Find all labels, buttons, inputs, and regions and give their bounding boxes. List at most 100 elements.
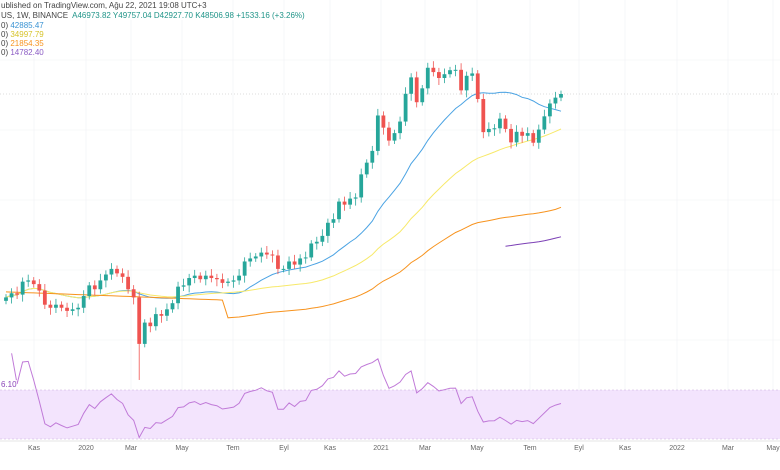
candle-body <box>303 257 308 259</box>
time-axis-label: 2022 <box>669 445 685 452</box>
candle-body <box>359 174 364 198</box>
time-axis-label: Kas <box>27 445 41 452</box>
candle-body <box>59 304 64 308</box>
time-axis-label: Mar <box>418 445 432 452</box>
time-axis-label: May <box>470 445 484 452</box>
ma200-legend: 0) 14782.40 <box>1 48 44 57</box>
candle-body <box>281 268 286 270</box>
candle-body <box>153 314 158 327</box>
candle-body <box>81 296 86 308</box>
time-axis-label: Kas <box>323 445 337 452</box>
candle-body <box>142 322 147 344</box>
time-axis-label: 2020 <box>78 445 94 452</box>
candle-body <box>403 93 408 122</box>
candle-body <box>192 275 197 279</box>
candle-body <box>9 293 14 298</box>
candle-body <box>503 118 508 129</box>
candle-body <box>37 284 42 291</box>
time-axis-label: Tem <box>226 445 240 452</box>
candle-body <box>165 309 169 316</box>
candle-body <box>15 293 19 295</box>
candle-body <box>409 77 414 94</box>
candle-body <box>442 74 447 78</box>
ma-label: 0) <box>1 21 9 30</box>
ma50-legend: 0) 34997.79 <box>1 30 44 39</box>
time-axis-label: Kas <box>618 445 632 452</box>
candle-body <box>514 131 519 143</box>
ma-label: 0) <box>1 39 9 48</box>
candle-body <box>475 73 480 100</box>
candle-body <box>398 121 402 134</box>
candle-body <box>486 128 491 133</box>
candle-body <box>203 275 208 280</box>
time-axis-label: Mar <box>124 445 138 452</box>
grid <box>0 0 780 441</box>
candle-body <box>387 127 391 141</box>
candle-body <box>92 285 97 290</box>
candle-body <box>276 255 280 269</box>
candle-body <box>42 290 47 305</box>
candle-body <box>31 280 36 285</box>
candle-body <box>425 67 430 89</box>
candle-body <box>215 278 219 280</box>
ma-value: 42885.47 <box>10 21 44 30</box>
candle-body <box>364 162 369 175</box>
candle-body <box>198 275 203 280</box>
candle-body <box>509 128 513 143</box>
candle-body <box>115 268 119 274</box>
candle-body <box>392 133 397 141</box>
candle-body <box>65 307 69 311</box>
candle-body <box>253 256 258 259</box>
candle-body <box>209 275 214 279</box>
candle-body <box>531 133 536 143</box>
candle-body <box>220 279 225 283</box>
candle-body <box>337 201 341 220</box>
low-value: D42927.70 <box>153 11 194 20</box>
high-value: Y49757.04 <box>112 11 152 20</box>
candle-body <box>287 261 291 269</box>
published-note: ublished on TradingView.com, Ağu 22, 202… <box>1 1 207 10</box>
ma-label: 0) <box>1 30 9 39</box>
candle-body <box>342 201 347 205</box>
candle-body <box>470 73 475 76</box>
candle-body <box>536 129 541 143</box>
open-value: A46973.82 <box>72 11 111 20</box>
candle-body <box>492 128 497 130</box>
candle-body <box>348 198 352 205</box>
candle-body <box>520 131 525 136</box>
candle-body <box>126 276 130 290</box>
candle-body <box>4 297 8 301</box>
candle-body <box>525 133 530 136</box>
candle-body <box>370 150 375 163</box>
candle-body <box>237 275 241 281</box>
candle-body <box>70 309 75 311</box>
candle-body <box>459 69 463 91</box>
candle-body <box>453 69 458 71</box>
candle-body <box>76 307 81 310</box>
candle-body <box>320 235 325 242</box>
candle-body <box>104 274 108 281</box>
ma-label: 0) <box>1 48 9 57</box>
ma-value: 34997.79 <box>10 30 44 39</box>
time-axis-label: May <box>766 445 780 452</box>
candle-body <box>548 103 552 117</box>
candle-body <box>109 268 114 275</box>
candle-body <box>375 115 380 151</box>
candle-body <box>353 197 358 199</box>
candle-body <box>187 278 192 286</box>
close-value: K48506.98 <box>195 11 234 20</box>
candle-body <box>54 304 58 308</box>
candle-body <box>87 285 92 297</box>
candle-body <box>20 281 25 295</box>
ma-50-line <box>5 128 562 299</box>
candle-body <box>292 261 297 265</box>
candle-body <box>381 115 386 128</box>
candle-body <box>464 75 469 91</box>
candle-body <box>270 254 275 256</box>
ma-value: 14782.40 <box>10 48 44 57</box>
rsi-band <box>0 390 780 439</box>
time-axis-label: Tem <box>523 445 537 452</box>
candle-body <box>553 97 558 104</box>
ma-value: 21854.35 <box>10 39 44 48</box>
